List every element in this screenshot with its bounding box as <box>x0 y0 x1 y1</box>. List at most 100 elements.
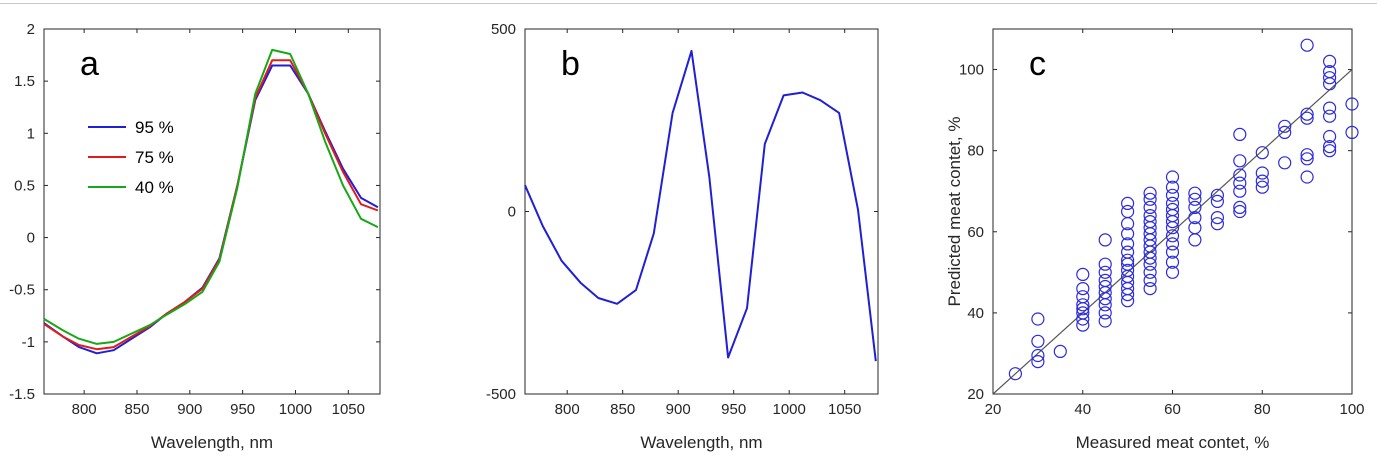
scatter-point <box>1165 180 1180 194</box>
scatter-point <box>1300 107 1314 121</box>
scatter-point <box>1120 245 1135 259</box>
scatter-point <box>1143 265 1157 279</box>
scatter-point <box>1278 125 1292 139</box>
scatter-point <box>1188 221 1202 235</box>
scatter-point <box>1098 306 1112 320</box>
x-tick-label: 1050 <box>332 401 365 418</box>
scatter-point <box>1210 211 1225 225</box>
legend-label: 95 % <box>135 118 174 137</box>
scatter-point <box>1188 186 1202 200</box>
x-tick-label: 950 <box>230 401 255 418</box>
scatter-point <box>1143 215 1157 229</box>
panel-a-spectra-plot: 800 850 900 950 1000 1050 -1.5 -1 -0.5 0 0.5 1 1.5 2 W… <box>9 21 381 452</box>
scatter-point <box>1300 170 1314 184</box>
scatter-point <box>1031 312 1045 326</box>
y-tick-label: 60 <box>967 224 984 241</box>
y-axis-label: Predicted meat contet, % <box>945 117 964 307</box>
x-tick-label: 800 <box>555 401 580 418</box>
scatter-point <box>1098 273 1112 287</box>
scatter-point <box>1076 312 1090 326</box>
scatter-point <box>1278 119 1292 133</box>
scatter-point <box>1143 186 1157 200</box>
y-tick-label: 1 <box>27 125 35 142</box>
scatter-point <box>1210 194 1225 208</box>
series-line-75pct <box>43 59 379 351</box>
scatter-point <box>1188 211 1202 225</box>
legend-label: 40 % <box>135 178 174 197</box>
scatter-point <box>1278 156 1292 170</box>
scatter-point <box>1031 334 1045 348</box>
scatter-point <box>1322 140 1337 154</box>
scatter-point <box>1255 180 1269 194</box>
scatter-point <box>1120 237 1135 251</box>
scatter-point <box>1233 127 1247 141</box>
scatter-point <box>1098 314 1112 328</box>
scatter-point <box>1165 202 1180 217</box>
legend: 95 % 75 % 40 % <box>88 118 174 197</box>
scatter-point <box>1165 255 1180 269</box>
scatter-point <box>1300 152 1314 166</box>
top-divider-line <box>0 3 1377 4</box>
y-tick-label: -1.5 <box>9 386 35 403</box>
x-tick-label: 60 <box>1164 401 1181 418</box>
x-tick-label: 850 <box>610 401 635 418</box>
scatter-point <box>1255 146 1269 160</box>
scatter-point <box>1098 265 1112 279</box>
scatter-point <box>1165 170 1180 184</box>
scatter-point <box>1210 217 1225 231</box>
scatter-point <box>1322 101 1337 115</box>
scatter-point <box>1031 348 1045 363</box>
y-tick-label: 0.5 <box>14 177 35 194</box>
x-tick-label: 100 <box>1339 401 1364 418</box>
x-tick-label: 900 <box>177 401 202 418</box>
scatter-point <box>1300 111 1314 125</box>
scatter-point <box>1120 204 1135 219</box>
y-tick-label: -500 <box>486 386 516 403</box>
scatter-point <box>1233 184 1247 198</box>
scatter-point <box>1322 129 1337 144</box>
x-tick-label: 950 <box>721 401 746 418</box>
scatter-point <box>1120 253 1135 267</box>
panel-letter-c: c <box>1029 45 1046 83</box>
plot-area-frame <box>43 28 381 395</box>
x-tick-label: 20 <box>985 401 1002 418</box>
scatter-point <box>1143 282 1157 296</box>
scatter-point <box>1143 209 1157 223</box>
x-tick-label: 800 <box>72 401 97 418</box>
scatter-point <box>1233 204 1247 219</box>
scatter-point <box>1300 148 1314 162</box>
x-tick-label: 1050 <box>828 401 861 418</box>
y-tick-label: 500 <box>491 21 516 38</box>
series-line-40pct <box>43 48 379 345</box>
x-tick-label: 1000 <box>773 401 806 418</box>
scatter-point <box>1008 367 1023 381</box>
scatter-point <box>1255 174 1269 188</box>
series-line-coefficients <box>524 49 877 362</box>
scatter-point <box>1076 298 1090 312</box>
x-axis-label: Measured meat contet, % <box>1076 433 1270 452</box>
scatter-point <box>1165 229 1180 243</box>
scatter-point <box>1322 71 1337 85</box>
x-tick-label: 80 <box>1254 401 1271 418</box>
y-tick-label: 2 <box>27 21 35 38</box>
scatter-point <box>1165 188 1180 202</box>
scatter-point <box>1233 168 1247 182</box>
scatter-point <box>1120 263 1135 277</box>
scatter-point <box>1076 267 1090 281</box>
scatter-point <box>1188 192 1202 206</box>
scatter-point <box>1120 227 1135 241</box>
legend-label: 75 % <box>135 148 174 167</box>
identity-reference-line <box>992 69 1353 395</box>
scatter-point <box>1076 282 1090 296</box>
x-axis-label: Wavelength, nm <box>151 433 273 452</box>
scatter-point <box>1255 166 1269 180</box>
scatter-point <box>1143 273 1157 287</box>
scatter-point <box>1233 154 1247 168</box>
scatter-point <box>1233 176 1247 190</box>
scatter-point <box>1322 109 1337 123</box>
y-tick-label: -1 <box>22 334 35 351</box>
scatter-point <box>1076 290 1090 304</box>
scatter-point <box>1322 54 1337 69</box>
scatter-point <box>1120 196 1135 210</box>
scatter-point <box>1053 344 1067 358</box>
